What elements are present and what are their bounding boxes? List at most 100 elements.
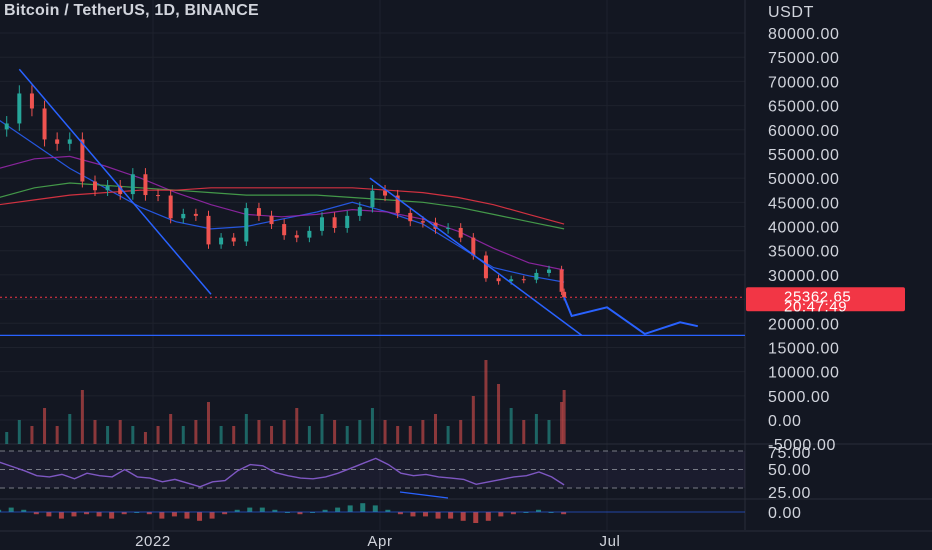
volume-bar: [143, 432, 147, 444]
macd-bar: [536, 509, 542, 512]
candle: [521, 279, 526, 281]
volume-bar: [257, 420, 261, 444]
price-axis-label: 50000.00: [768, 171, 840, 188]
volume-bar: [459, 420, 463, 444]
candle: [559, 269, 564, 292]
macd-bar: [159, 512, 165, 519]
volume-bar: [408, 426, 412, 444]
macd-bar: [8, 507, 14, 512]
price-axis-label: -5000.00: [768, 437, 836, 454]
candle: [483, 255, 488, 279]
drawings[interactable]: [0, 68, 745, 336]
volume-bar: [80, 390, 84, 444]
candle: [156, 195, 161, 197]
price-axis-unit: USDT: [768, 4, 814, 21]
volume-bar: [270, 426, 274, 444]
moving-averages: [0, 119, 565, 283]
volume-bar: [396, 426, 400, 444]
candle: [92, 181, 97, 191]
volume-bar: [433, 414, 437, 444]
current-price-value: 25362.65: [784, 288, 851, 305]
price-axis-label: 75000.00: [768, 50, 840, 67]
volume-bar: [562, 390, 566, 444]
volume-bar: [244, 414, 248, 444]
macd-bar: [234, 509, 240, 512]
macd-panel: 0.00: [0, 503, 802, 523]
macd-bar: [448, 512, 454, 519]
volume-bar: [484, 360, 488, 444]
volume-bar: [307, 426, 311, 444]
price-axis-label: 30000.00: [768, 268, 840, 285]
candle: [534, 272, 539, 280]
macd-bar: [46, 512, 52, 517]
candle: [307, 230, 312, 238]
projection-path: [563, 296, 699, 336]
volume-bar: [358, 420, 362, 444]
macd-bar: [360, 503, 366, 512]
macd-bar: [485, 512, 491, 521]
volume-bar: [471, 396, 475, 444]
macd-bar: [197, 512, 203, 521]
volume-bar: [333, 420, 337, 444]
volume-bar: [181, 426, 185, 444]
volume-bar: [194, 420, 198, 444]
macd-bar: [121, 512, 127, 515]
price-axis-label: 65000.00: [768, 99, 840, 116]
candle: [496, 278, 501, 282]
candle: [433, 222, 438, 229]
volume-bar: [295, 408, 299, 444]
price-axis-label: 60000.00: [768, 123, 840, 140]
rsi-axis-label: 75.00: [768, 445, 811, 462]
volume-bar: [169, 414, 173, 444]
volume-bar: [43, 408, 47, 444]
trend-line-1: [369, 177, 583, 336]
candle: [143, 174, 148, 196]
macd-bar: [84, 512, 90, 515]
volume-bar: [446, 426, 450, 444]
price-axis-label: 15000.00: [768, 340, 840, 357]
candle: [269, 215, 274, 225]
candle: [546, 269, 551, 273]
volume-bar: [560, 402, 564, 444]
macd-bar: [109, 512, 115, 519]
candle: [231, 237, 236, 242]
volume-bar: [421, 420, 425, 444]
candle: [130, 174, 135, 195]
volume-bar: [30, 426, 34, 444]
trend-line-0: [18, 68, 212, 295]
time-axis-label: 2022: [135, 533, 171, 550]
macd-bar: [498, 512, 504, 517]
ma-line-2: [0, 182, 565, 230]
macd-bar: [347, 505, 353, 512]
time-axis-label: Apr: [367, 533, 392, 550]
axes: USDT 80000.00 75000.00 70000.00 65000.00 6000…: [135, 4, 905, 550]
candle: [408, 212, 413, 222]
candle: [67, 139, 72, 144]
time-axis-label: Jul: [600, 533, 621, 550]
candle: [383, 190, 388, 196]
candle: [332, 217, 337, 228]
macd-bar: [259, 507, 265, 512]
macd-bar: [222, 512, 228, 515]
candle: [319, 217, 324, 231]
ma-line-0: [0, 119, 565, 283]
volume-bar: [509, 408, 513, 444]
macd-bar: [146, 512, 152, 515]
rsi-line: [0, 457, 565, 488]
candle: [244, 208, 249, 242]
candle: [562, 291, 567, 298]
macd-bar: [410, 512, 416, 517]
candles: [4, 85, 567, 301]
macd-bar: [397, 512, 403, 515]
volume-bar: [131, 426, 135, 444]
ma-line-1: [0, 155, 565, 271]
candle: [29, 93, 34, 109]
macd-axis-label: 0.00: [768, 505, 802, 522]
macd-bar: [272, 509, 278, 512]
price-axis-label: 5000.00: [768, 389, 830, 406]
volume-bar: [345, 426, 349, 444]
candle: [4, 123, 9, 130]
countdown-timer: 20:47:49: [784, 298, 847, 315]
macd-bar: [247, 507, 253, 512]
